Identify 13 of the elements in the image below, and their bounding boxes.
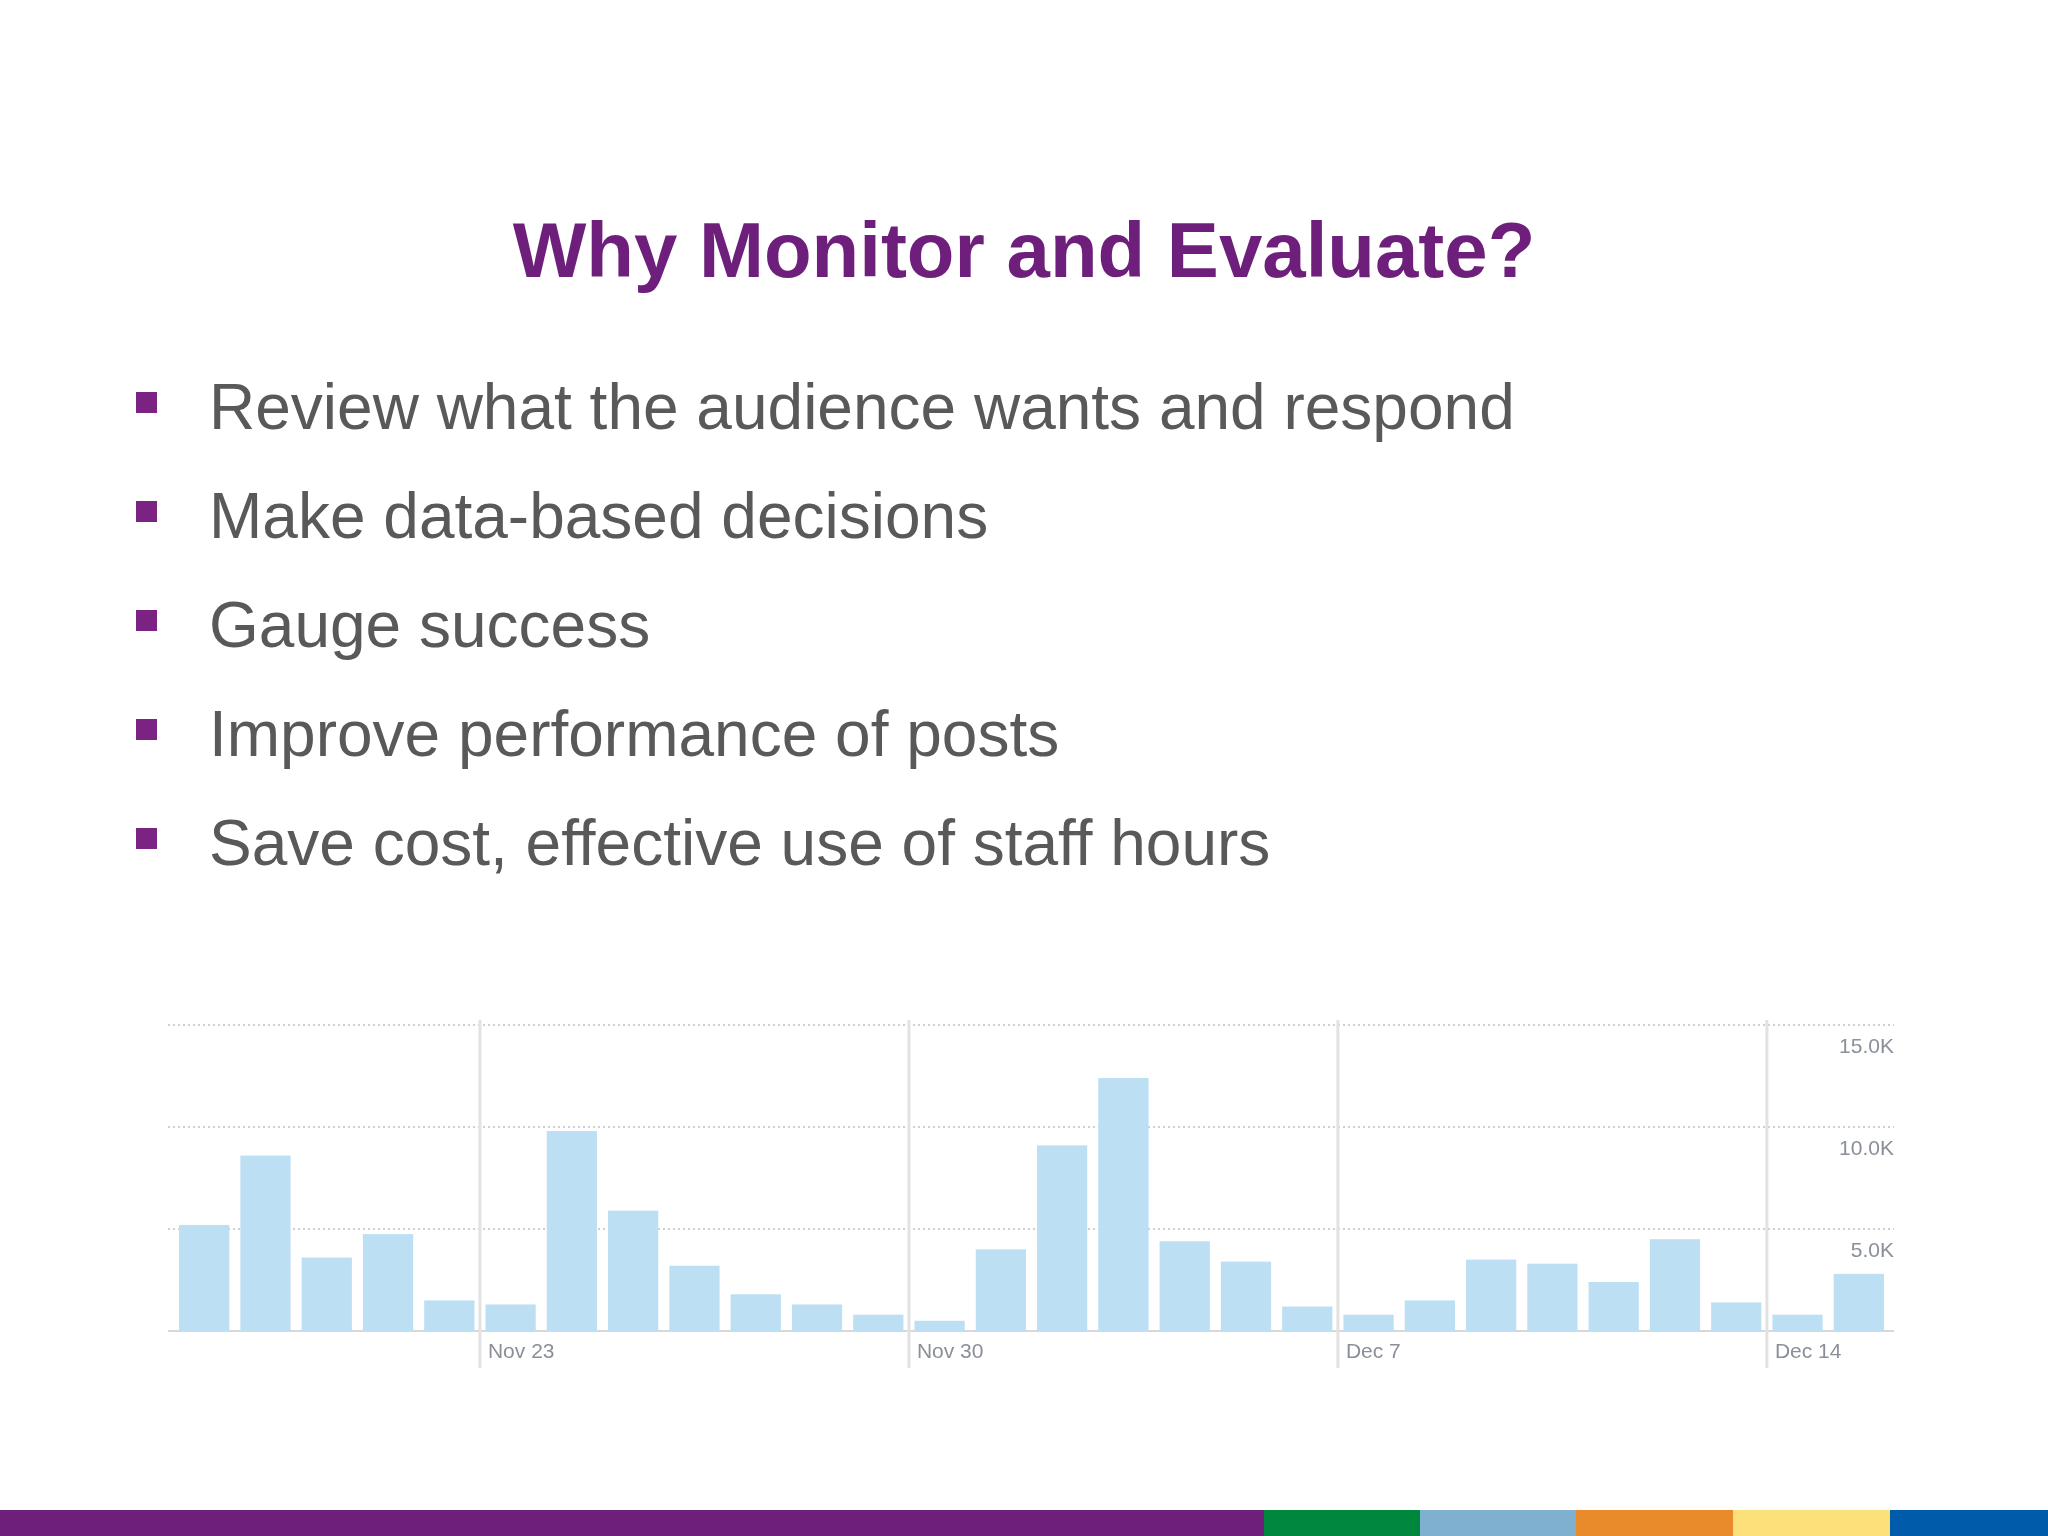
y-tick-label: 5.0K [1850, 1238, 1894, 1261]
text: Improve performance of posts [209, 698, 1060, 770]
x-tick-label: Dec 7 [1345, 1339, 1401, 1362]
x-tick-label: Dec 14 [1774, 1339, 1842, 1362]
y-tick-label: 10.0K [1839, 1136, 1894, 1159]
text: Make data-based decisions [209, 480, 989, 552]
x-tick-label: Nov 30 [916, 1339, 984, 1362]
x-tick-label: Nov 23 [487, 1339, 555, 1362]
text: Gauge success [209, 589, 651, 661]
chart-title: Why Monitor and Evaluate? [512, 206, 1536, 294]
text: Save cost, effective use of staff hours [209, 807, 1271, 879]
y-tick-label: 15.0K [1839, 1034, 1894, 1057]
text: Review what the audience wants and respond [209, 371, 1515, 443]
